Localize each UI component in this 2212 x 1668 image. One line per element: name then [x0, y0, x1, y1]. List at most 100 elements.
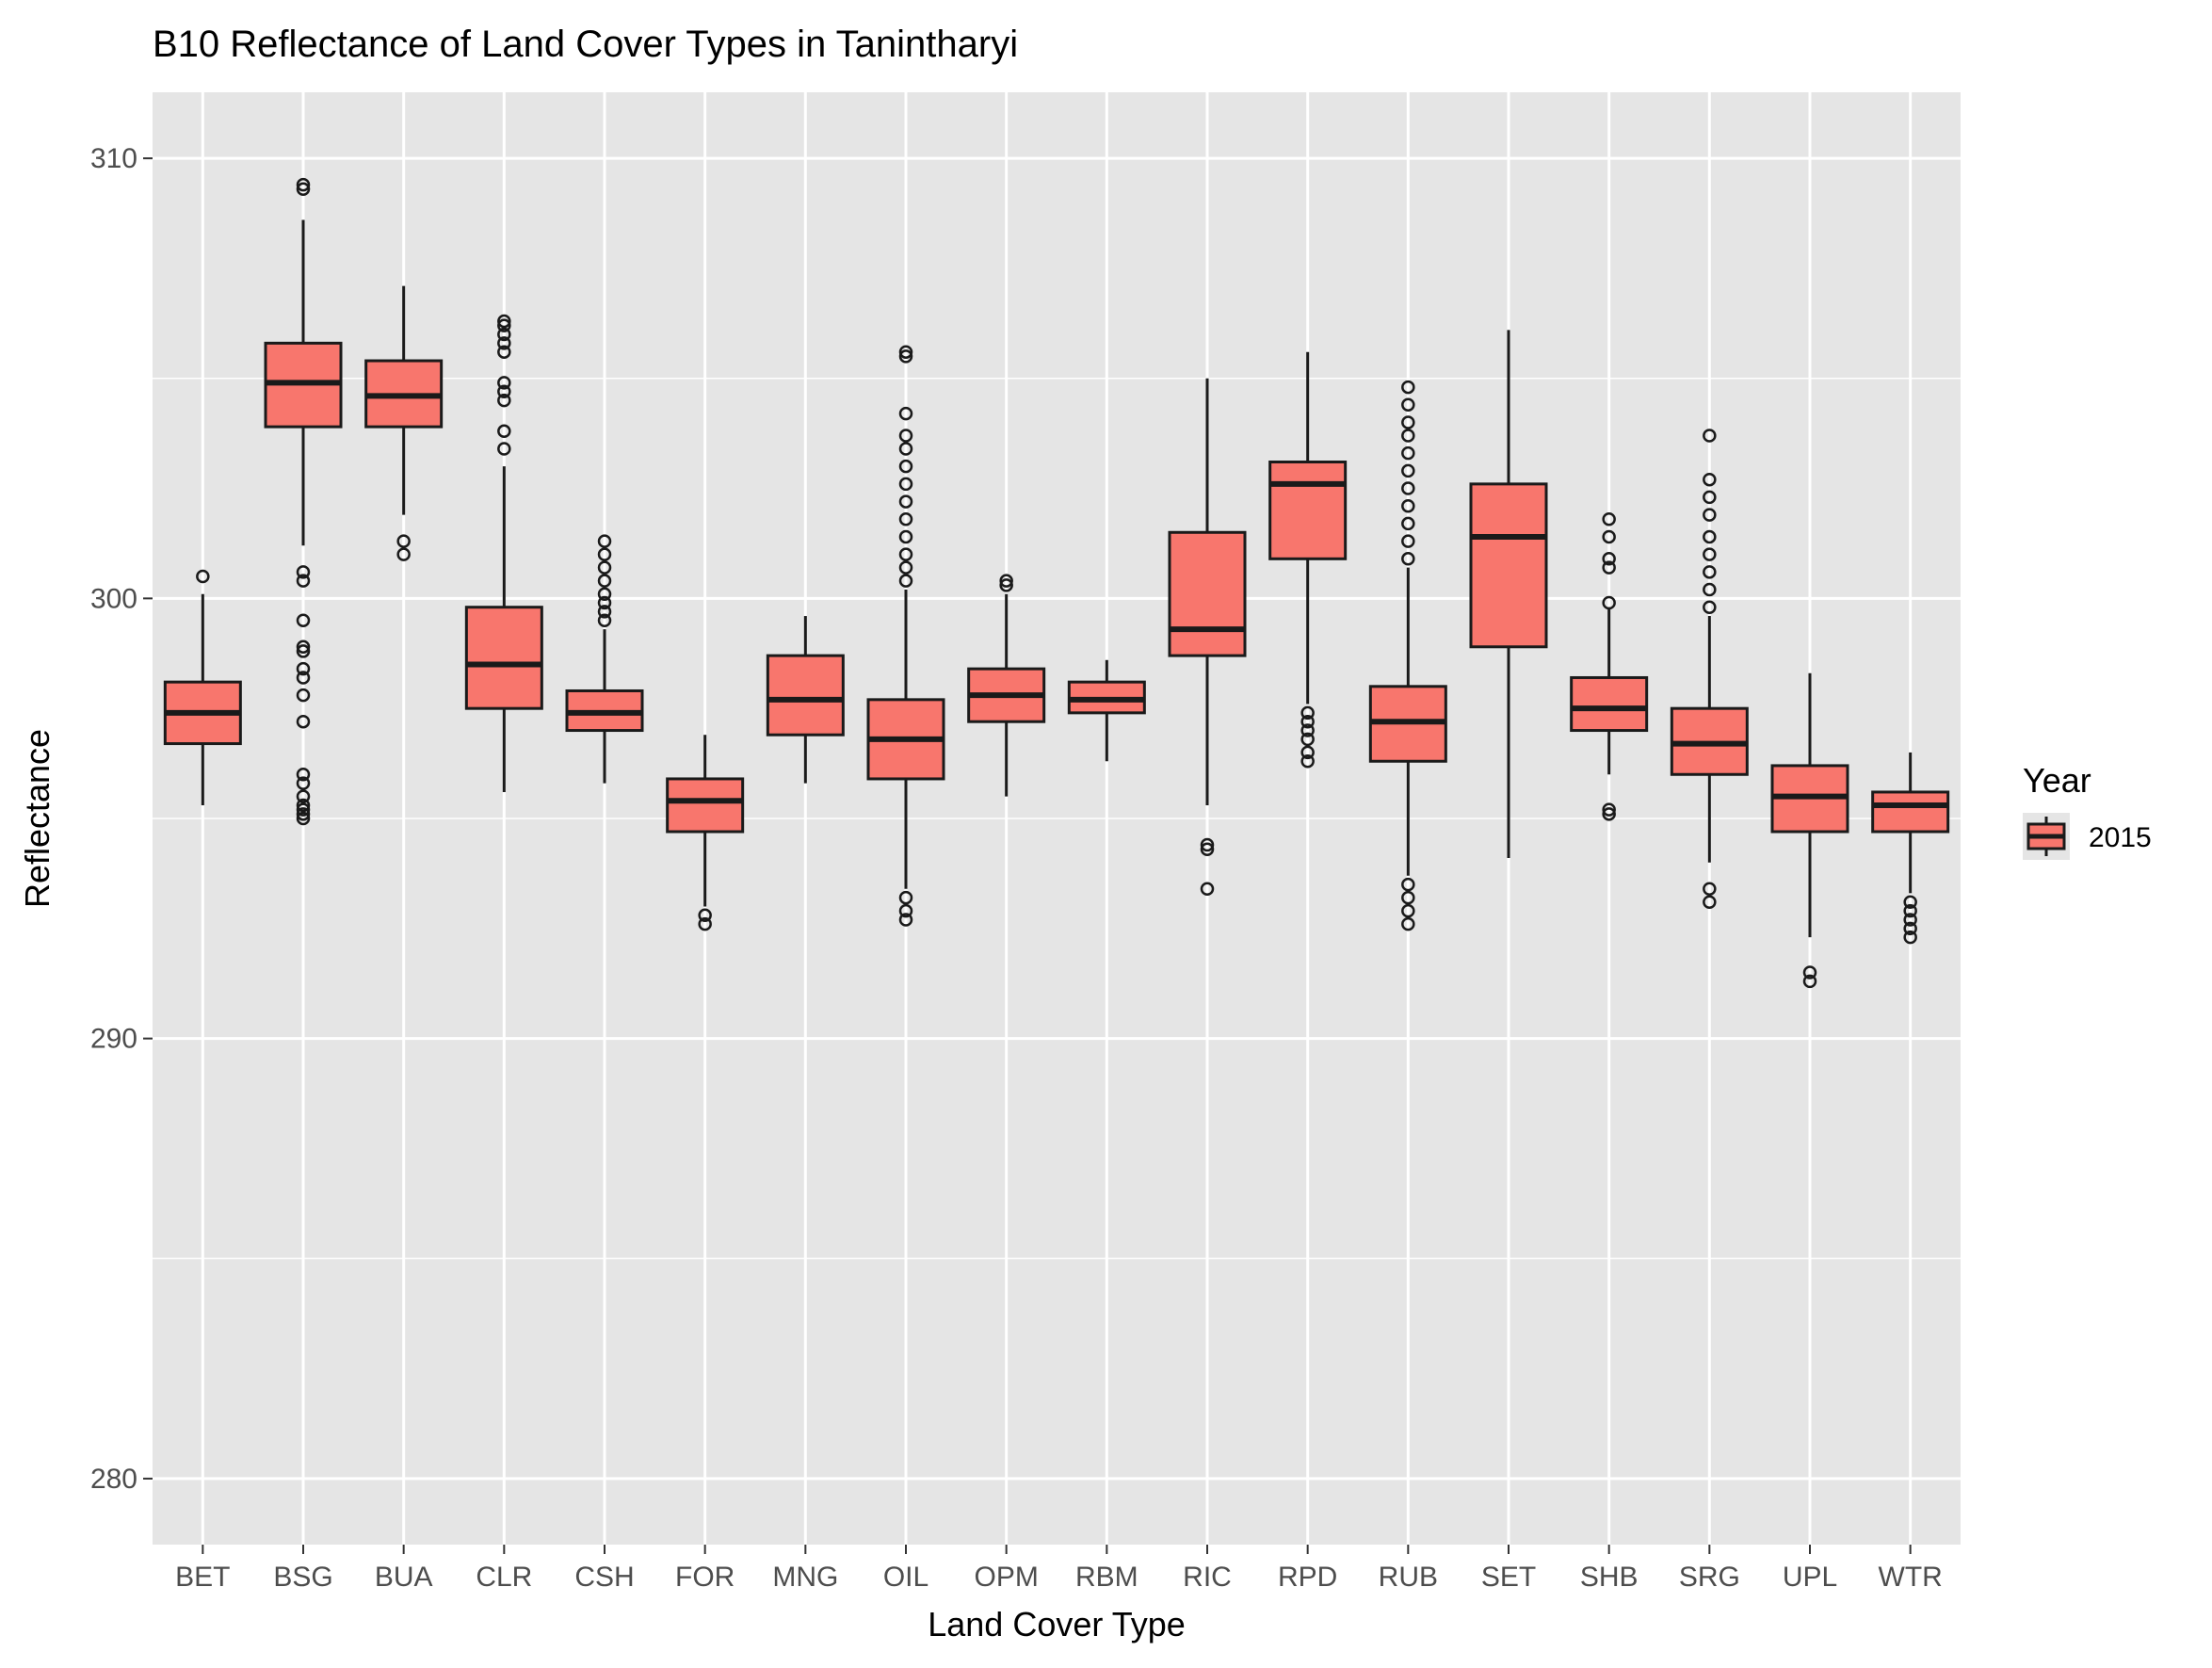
box-RBM	[1067, 659, 1146, 762]
x-tick-label-UPL: UPL	[1783, 1562, 1837, 1593]
outlier-RIC-0	[1200, 837, 1215, 852]
outlier-OIL-1	[898, 560, 913, 575]
x-tick-label-RPD: RPD	[1278, 1562, 1337, 1593]
x-tick-label-FOR: FOR	[675, 1562, 735, 1593]
x-tick-label-RIC: RIC	[1183, 1562, 1232, 1593]
outlier-RIC-1	[1200, 842, 1215, 856]
outlier-RUB-12	[1401, 890, 1415, 905]
legend-title: Year	[2023, 761, 2091, 800]
outlier-RUB-13	[1401, 903, 1415, 918]
outlier-RPD-1	[1300, 714, 1315, 729]
box-BUA	[364, 285, 444, 561]
x-tick-label-BSG: BSG	[273, 1562, 332, 1593]
outlier-BSG-5	[296, 640, 311, 655]
box-body-CLR	[464, 606, 543, 710]
outlier-FOR-0	[698, 908, 712, 923]
outlier-OIL-3	[898, 529, 913, 544]
outlier-OIL-12	[898, 345, 913, 359]
legend-key-2015	[2026, 817, 2066, 856]
outlier-OIL-0	[898, 574, 913, 588]
outlier-WTR-1	[1903, 903, 1917, 918]
outlier-RPD-5	[1300, 754, 1315, 769]
outlier-UPL-1	[1802, 974, 1817, 989]
outlier-CLR-6	[497, 336, 511, 350]
outlier-OIL-13	[898, 890, 913, 905]
outlier-SHB-0	[1602, 595, 1616, 610]
y-tick-label-290: 290	[90, 1024, 137, 1055]
y-tick-label-300: 300	[90, 583, 137, 614]
y-axis-title: Reflectance	[18, 729, 57, 908]
outlier-CLR-8	[497, 318, 511, 332]
outlier-BSG-2	[296, 565, 311, 579]
outlier-WTR-3	[1903, 921, 1917, 936]
outlier-SHB-2	[1602, 552, 1616, 566]
outlier-RUB-9	[1401, 397, 1415, 413]
outlier-WTR-0	[1903, 895, 1917, 910]
outlier-BSG-10	[296, 714, 311, 729]
outlier-RUB-2	[1401, 516, 1415, 531]
outlier-OPM-1	[999, 574, 1013, 588]
box-body-RPD	[1268, 461, 1348, 560]
outlier-RUB-0	[1401, 552, 1415, 566]
box-CLR	[464, 314, 543, 792]
outlier-RUB-11	[1401, 877, 1415, 892]
outlier-RUB-6	[1401, 445, 1415, 461]
outlier-OIL-11	[898, 349, 913, 364]
x-tick-label-MNG: MNG	[772, 1562, 838, 1593]
outlier-CLR-0	[497, 442, 511, 456]
outlier-BUA-1	[396, 547, 411, 561]
outlier-CLR-4	[497, 376, 511, 390]
outlier-BSG-8	[296, 671, 311, 685]
box-body-SET	[1469, 482, 1548, 649]
outlier-CLR-7	[497, 327, 511, 342]
box-RPD	[1268, 351, 1348, 769]
outlier-SRG-7	[1703, 472, 1717, 487]
outlier-CLR-1	[497, 424, 511, 439]
outlier-CSH-7	[597, 534, 612, 548]
outlier-CSH-5	[597, 560, 612, 575]
x-tick-label-BET: BET	[175, 1562, 230, 1593]
outlier-BSG-3	[296, 574, 311, 588]
outlier-RPD-0	[1300, 705, 1315, 721]
outlier-BSG-17	[296, 811, 311, 826]
box-body-SHB	[1570, 675, 1649, 733]
outlier-SRG-5	[1703, 508, 1717, 522]
box-SET	[1469, 330, 1548, 859]
outlier-RPD-4	[1300, 745, 1315, 760]
outlier-OIL-10	[898, 406, 913, 421]
outlier-CSH-0	[597, 613, 612, 627]
outlier-UPL-0	[1802, 965, 1817, 980]
outlier-SRG-2	[1703, 565, 1717, 579]
outlier-CSH-4	[597, 574, 612, 588]
outlier-CLR-2	[497, 393, 511, 408]
x-tick-label-SHB: SHB	[1580, 1562, 1639, 1593]
outlier-SRG-4	[1703, 529, 1717, 544]
outlier-SHB-3	[1602, 529, 1616, 544]
box-body-FOR	[666, 777, 745, 834]
chart-title: B10 Reflectance of Land Cover Types in T…	[153, 24, 1018, 65]
box-MNG	[766, 616, 845, 784]
y-axis: 280 290 300 310	[90, 143, 153, 1495]
outlier-OIL-6	[898, 477, 913, 492]
outlier-OIL-4	[898, 512, 913, 526]
outlier-SHB-6	[1602, 807, 1616, 821]
outlier-CSH-2	[597, 595, 612, 610]
x-tick-label-BUA: BUA	[375, 1562, 433, 1593]
legend-label-2015: 2015	[2089, 822, 2152, 853]
outlier-OIL-9	[898, 429, 913, 443]
box-SRG	[1670, 429, 1749, 910]
outlier-SRG-3	[1703, 547, 1717, 561]
outlier-BSG-1	[296, 177, 311, 192]
outlier-RUB-4	[1401, 481, 1415, 495]
outlier-BSG-14	[296, 798, 311, 813]
outlier-CLR-3	[497, 384, 511, 398]
outlier-RUB-5	[1401, 463, 1415, 478]
x-tick-label-RUB: RUB	[1379, 1562, 1438, 1593]
outlier-RUB-1	[1401, 534, 1415, 548]
outlier-SHB-1	[1602, 560, 1616, 575]
box-body-MNG	[766, 654, 845, 737]
outlier-BSG-0	[296, 182, 311, 197]
outlier-WTR-2	[1903, 913, 1917, 927]
outlier-RPD-3	[1300, 732, 1315, 747]
